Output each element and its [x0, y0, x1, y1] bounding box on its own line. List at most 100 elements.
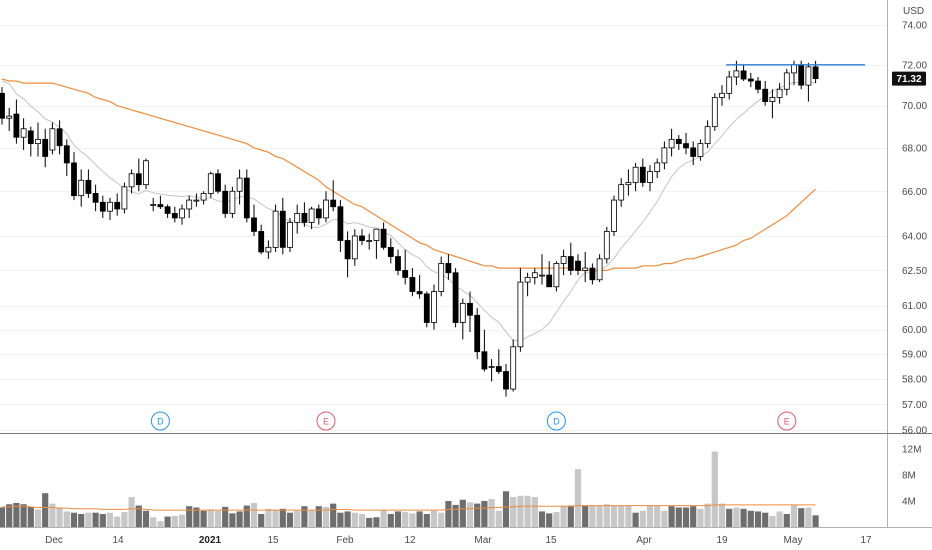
candle-down[interactable]: [56, 120, 63, 155]
candle-up[interactable]: [323, 191, 329, 223]
candle-up[interactable]: [603, 226, 610, 264]
candle-down[interactable]: [467, 291, 473, 333]
candle-down[interactable]: [481, 329, 488, 372]
candle-up[interactable]: [200, 191, 207, 205]
candle-down[interactable]: [13, 99, 20, 144]
candle-down[interactable]: [0, 87, 5, 125]
candle-up[interactable]: [488, 359, 495, 382]
candle-up[interactable]: [150, 197, 157, 212]
candle-down[interactable]: [683, 132, 689, 155]
candle-down[interactable]: [164, 204, 171, 218]
candle-down[interactable]: [337, 200, 344, 252]
candle-down[interactable]: [474, 308, 481, 360]
candle-up[interactable]: [308, 206, 315, 230]
candle-up[interactable]: [531, 268, 538, 285]
candle-up[interactable]: [78, 169, 85, 207]
candle-up[interactable]: [632, 162, 639, 192]
candle-down[interactable]: [747, 72, 754, 88]
candle-up[interactable]: [431, 284, 437, 330]
candle-down[interactable]: [445, 254, 452, 280]
candle-down[interactable]: [171, 206, 178, 223]
candle-down[interactable]: [589, 263, 596, 285]
candle-up[interactable]: [560, 249, 567, 276]
candle-down[interactable]: [71, 152, 77, 201]
candle-up[interactable]: [776, 83, 783, 104]
candle-up[interactable]: [553, 261, 560, 292]
date-axis[interactable]: Dec 14 2021 15 Feb 12 Mar 15 Apr 19 May 17: [45, 535, 872, 546]
candle-up[interactable]: [20, 118, 27, 151]
candle-down[interactable]: [546, 261, 553, 288]
candle-up[interactable]: [351, 229, 358, 266]
candle-down[interactable]: [452, 268, 459, 328]
candle-down[interactable]: [675, 135, 682, 151]
candle-up[interactable]: [6, 107, 13, 131]
candle-up[interactable]: [711, 93, 718, 131]
candle-down[interactable]: [740, 64, 747, 82]
candle-down[interactable]: [575, 254, 581, 276]
candle-up[interactable]: [265, 240, 272, 259]
candle-up[interactable]: [524, 272, 531, 297]
candle-up[interactable]: [236, 169, 243, 205]
candle-down[interactable]: [42, 128, 49, 168]
candle-down[interactable]: [416, 275, 423, 299]
candle-down[interactable]: [157, 195, 164, 209]
candle-down[interactable]: [279, 197, 286, 255]
candle-up[interactable]: [611, 195, 617, 236]
candle-up[interactable]: [510, 339, 517, 392]
candle-down[interactable]: [215, 169, 221, 194]
candle-up[interactable]: [373, 228, 380, 259]
candle-down[interactable]: [387, 238, 394, 264]
candle-up[interactable]: [618, 178, 625, 207]
candle-up[interactable]: [143, 158, 149, 190]
candle-down[interactable]: [63, 139, 70, 176]
candle-up[interactable]: [207, 171, 214, 198]
candle-up[interactable]: [366, 233, 373, 250]
candle-down[interactable]: [755, 76, 761, 94]
candle-down[interactable]: [222, 184, 229, 218]
candle-down[interactable]: [639, 158, 646, 187]
candle-down[interactable]: [395, 249, 401, 276]
candle-up[interactable]: [459, 298, 466, 340]
candle-down[interactable]: [135, 158, 142, 192]
event-marker[interactable]: D: [546, 411, 566, 431]
candle-down[interactable]: [762, 81, 769, 106]
event-marker[interactable]: E: [316, 411, 336, 431]
candle-down[interactable]: [359, 229, 365, 246]
candle-up[interactable]: [294, 204, 301, 234]
event-marker[interactable]: E: [777, 411, 797, 431]
event-marker[interactable]: D: [150, 411, 170, 431]
candle-up[interactable]: [128, 169, 135, 194]
candle-up[interactable]: [668, 128, 675, 157]
candle-up[interactable]: [661, 141, 668, 170]
candle-up[interactable]: [697, 139, 704, 161]
candle-up[interactable]: [517, 268, 524, 352]
candle-down[interactable]: [258, 224, 265, 255]
candle-down[interactable]: [92, 184, 99, 212]
candle-down[interactable]: [315, 204, 322, 225]
candle-down[interactable]: [99, 195, 106, 218]
candle-down[interactable]: [495, 349, 502, 375]
candle-up[interactable]: [287, 217, 293, 252]
candle-up[interactable]: [438, 256, 445, 297]
candle-down[interactable]: [567, 242, 574, 276]
candle-up[interactable]: [193, 193, 200, 207]
candle-up[interactable]: [229, 186, 236, 218]
candle-down[interactable]: [690, 141, 697, 166]
candle-up[interactable]: [704, 120, 711, 148]
candle-down[interactable]: [114, 193, 121, 216]
candle-down[interactable]: [85, 169, 92, 198]
candle-up[interactable]: [272, 204, 279, 252]
candle-down[interactable]: [251, 204, 257, 236]
candle-down[interactable]: [301, 202, 308, 227]
candle-up[interactable]: [49, 122, 56, 155]
candle-up[interactable]: [654, 158, 661, 179]
candle-up[interactable]: [783, 68, 790, 96]
candle-up[interactable]: [582, 251, 589, 283]
candle-down[interactable]: [402, 249, 409, 285]
candle-up[interactable]: [647, 165, 653, 192]
candle-down[interactable]: [344, 231, 351, 278]
candle-up[interactable]: [121, 182, 128, 214]
candle-down[interactable]: [27, 126, 34, 157]
candle-up[interactable]: [625, 169, 632, 196]
